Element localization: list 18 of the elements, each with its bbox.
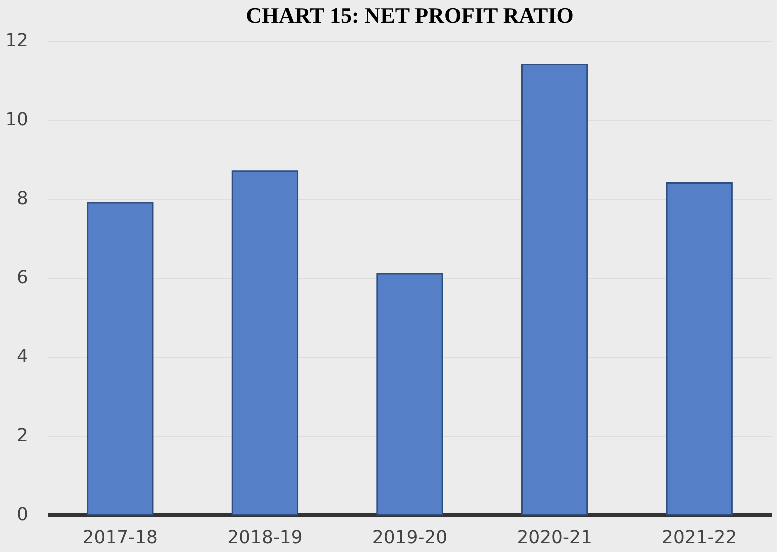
y-tick-label: 8 (17, 188, 28, 210)
y-tick-label: 2 (17, 426, 28, 446)
y-tick-label: 4 (17, 346, 28, 368)
bar (666, 182, 733, 516)
x-tick-label: 2018-19 (228, 528, 303, 548)
bar (521, 64, 588, 516)
bar (87, 202, 154, 516)
chart-title: CHART 15: NET PROFIT RATIO (246, 3, 574, 28)
x-tick-label: 2017-18 (82, 528, 158, 548)
y-tick-label: 0 (17, 504, 28, 526)
y-tick-label: 10 (6, 110, 28, 130)
y-tick-label: 6 (17, 268, 28, 288)
x-tick-label: 2020-21 (517, 528, 592, 548)
y-tick-label: 12 (6, 30, 28, 52)
x-tick-label: 2021-22 (662, 528, 738, 548)
bar (232, 170, 299, 516)
bar (376, 273, 444, 516)
x-tick-label: 2019-20 (372, 528, 448, 548)
